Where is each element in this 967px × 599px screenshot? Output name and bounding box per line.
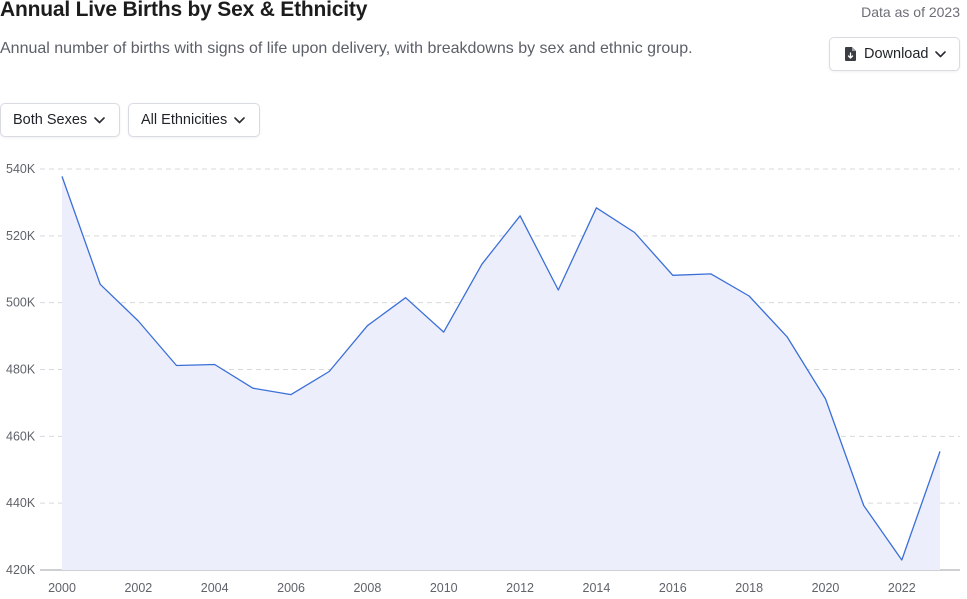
page-title: Annual Live Births by Sex & Ethnicity (0, 0, 368, 21)
chart-series-line (61, 176, 941, 561)
data-point (824, 398, 827, 401)
x-axis-tick-labels: 2000 2002 2004 2006 2008 2010 2012 2014 2016 2018… (48, 581, 916, 595)
x-tick-label: 2006 (277, 581, 305, 595)
x-tick-label: 2004 (201, 581, 229, 595)
data-point (519, 214, 522, 217)
ethnicity-filter-dropdown[interactable]: All Ethnicities (128, 103, 260, 137)
data-point (251, 387, 254, 390)
data-point (61, 175, 64, 178)
data-point (442, 331, 445, 334)
y-tick-label: 540K (6, 162, 36, 176)
x-tick-label: 2020 (812, 581, 840, 595)
data-point (213, 363, 216, 366)
x-tick-label: 2012 (506, 581, 534, 595)
data-point (633, 231, 636, 234)
y-tick-label: 500K (6, 296, 36, 310)
chevron-down-icon (234, 116, 246, 124)
data-point (366, 324, 369, 327)
sex-filter-dropdown[interactable]: Both Sexes (0, 103, 120, 137)
data-point (862, 504, 865, 507)
x-tick-label: 2010 (430, 581, 458, 595)
data-point (175, 364, 178, 367)
y-tick-label: 480K (6, 363, 36, 377)
y-tick-label: 460K (6, 429, 36, 443)
data-as-of-label: Data as of 2023 (861, 4, 960, 20)
data-point (595, 206, 598, 209)
x-tick-label: 2022 (888, 581, 916, 595)
data-point (481, 263, 484, 266)
x-tick-label: 2018 (735, 581, 763, 595)
x-tick-label: 2008 (353, 581, 381, 595)
data-point (328, 370, 331, 373)
download-button[interactable]: Download (829, 37, 960, 71)
data-point (290, 393, 293, 396)
data-point (137, 320, 140, 323)
data-point (99, 283, 102, 286)
data-point (748, 295, 751, 298)
data-point (671, 274, 674, 277)
chevron-down-icon (94, 116, 105, 124)
x-tick-label: 2000 (48, 581, 76, 595)
file-download-icon (845, 47, 856, 61)
data-point (557, 289, 560, 292)
y-tick-label: 420K (6, 563, 36, 577)
data-point (710, 273, 713, 276)
sex-filter-value: Both Sexes (13, 112, 88, 128)
download-button-label: Download (864, 46, 929, 62)
chart-area-fill (62, 176, 940, 570)
page-subtitle: Annual number of births with signs of li… (0, 40, 693, 57)
data-point (939, 450, 942, 453)
chevron-down-icon (934, 50, 946, 58)
data-point (900, 559, 903, 562)
x-tick-label: 2016 (659, 581, 687, 595)
x-tick-label: 2002 (124, 581, 152, 595)
data-point (786, 336, 789, 339)
y-axis-tick-labels: 420K 440K 460K 480K 500K 520K 540K (6, 162, 36, 577)
x-tick-label: 2014 (583, 581, 611, 595)
y-tick-label: 520K (6, 229, 36, 243)
data-point (404, 296, 407, 299)
ethnicity-filter-value: All Ethnicities (141, 112, 228, 128)
y-tick-label: 440K (6, 496, 36, 510)
